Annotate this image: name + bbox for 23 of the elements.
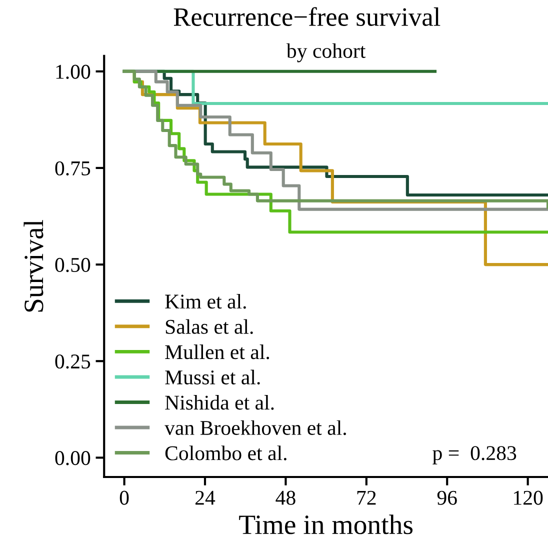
chart-subtitle: by cohort — [286, 43, 366, 62]
x-tick-label: 48 — [276, 490, 296, 505]
legend-label: Mussi et al. — [165, 370, 260, 385]
x-tick-label: 72 — [357, 490, 376, 505]
legend-label: van Broekhoven et al. — [164, 420, 346, 436]
x-tick-label: 96 — [437, 490, 457, 505]
y-tick-label: 0.25 — [55, 354, 90, 369]
y-tick-label: 1.00 — [56, 64, 90, 79]
legend-label: Kim et al. — [165, 294, 246, 309]
annotation: p = 0.283 — [432, 446, 516, 464]
legend-label: Colombo et al. — [165, 446, 286, 460]
y-tick-label: 0.50 — [55, 258, 90, 272]
y-axis-title: Survival — [24, 220, 44, 312]
chart-title: Recurrence−free survival — [174, 7, 440, 26]
x-tick-label: 24 — [196, 490, 216, 505]
legend-label: Nishida et al. — [165, 395, 274, 410]
x-axis-title: Time in months — [239, 514, 413, 534]
x-tick-label: 120 — [514, 490, 543, 505]
legend-label: Salas et al. — [166, 319, 253, 334]
legend-label: Mullen et al. — [165, 344, 270, 360]
x-tick-label: 0 — [120, 490, 129, 505]
y-tick-label: 0.75 — [55, 161, 90, 176]
y-tick-label: 0.00 — [55, 451, 90, 466]
